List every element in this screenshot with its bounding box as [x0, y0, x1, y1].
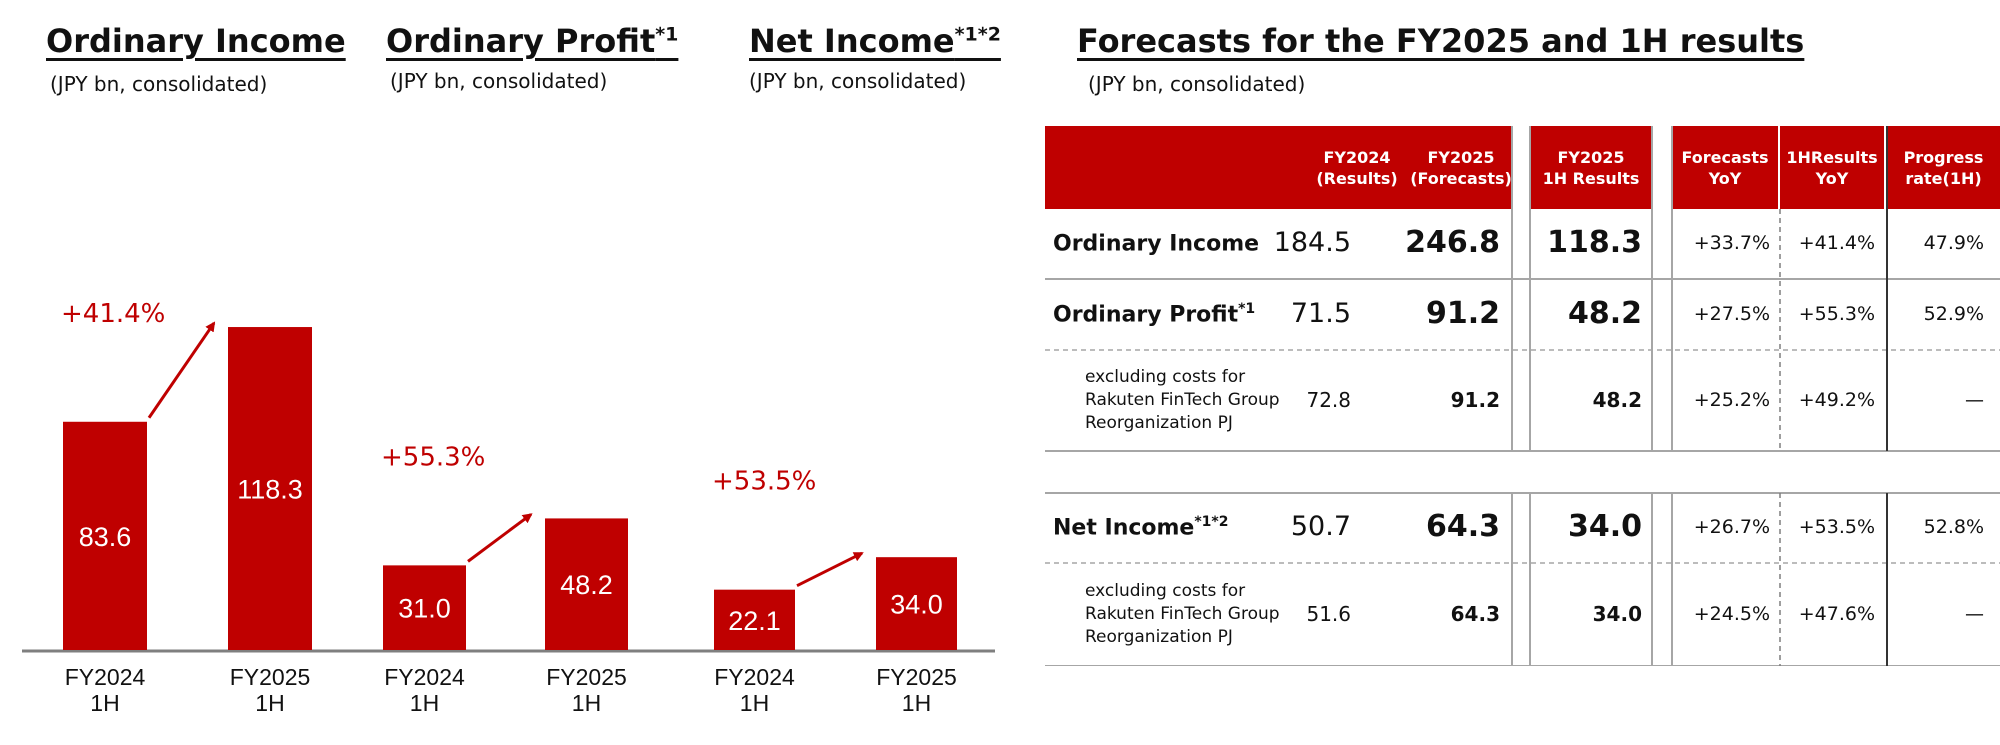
- growth-arrow-1: [467, 513, 533, 563]
- op-fy2025: 91.2: [1425, 296, 1500, 331]
- chart-title-net-income: Net Income*1*2: [749, 22, 1001, 60]
- table-grid: [1045, 126, 2000, 666]
- ni-fy2025: 64.3: [1425, 509, 1500, 544]
- oi-fy2024: 184.5: [1273, 227, 1351, 258]
- chart-unit-ordinary-profit: (JPY bn, consolidated): [390, 69, 608, 93]
- oi-1h-yoy: +41.4%: [1798, 232, 1875, 254]
- bar-value-label-1-1: 48.2: [560, 570, 613, 600]
- chart-title-ordinary-income: Ordinary Income: [46, 22, 346, 60]
- bar-2-0: [714, 589, 795, 650]
- chart-unit-ordinary-income: (JPY bn, consolidated): [50, 72, 268, 96]
- forecast-table: FY2024 (Results) FY2025 (Forecasts) FY20…: [1045, 126, 2000, 666]
- ni-1h-yoy: +53.5%: [1798, 516, 1875, 538]
- forecast-unit: (JPY bn, consolidated): [1088, 72, 1306, 96]
- growth-label-0: +41.4%: [61, 299, 165, 329]
- ni-ex-1h: 34.0: [1592, 602, 1642, 626]
- ni-fc-yoy: +26.7%: [1693, 516, 1770, 538]
- header-1h-yoy: 1HResults YoY: [1780, 126, 1884, 209]
- ni-1h: 34.0: [1567, 509, 1642, 544]
- ni-ex-fy2025: 64.3: [1450, 602, 1500, 626]
- header-progress-rate: Progress rate(1H): [1887, 126, 2000, 209]
- x-tick-label-0-0-1: 1H: [90, 690, 119, 716]
- op-1h-yoy: +55.3%: [1798, 303, 1875, 325]
- x-tick-label-1-1-0: FY2025: [546, 664, 627, 690]
- oi-progress: 47.9%: [1923, 232, 1984, 254]
- x-tick-label-0-1-1: 1H: [255, 690, 284, 716]
- row-label-net-income: Net Income*1*2: [1053, 514, 1229, 541]
- bar-value-label-2-0: 22.1: [728, 606, 781, 636]
- row-label-ordinary-income: Ordinary Income: [1053, 231, 1260, 257]
- op-ex-fy2024: 72.8: [1306, 388, 1351, 412]
- oi-fy2025: 246.8: [1405, 225, 1500, 260]
- growth-label-1: +55.3%: [381, 442, 485, 472]
- header-fy2024: FY2024 (Results): [1303, 126, 1411, 209]
- x-tick-label-0-1-0: FY2025: [230, 664, 311, 690]
- ni-ex-fc-yoy: +24.5%: [1693, 603, 1770, 625]
- chart-title-ordinary-profit: Ordinary Profit*1: [386, 22, 679, 60]
- op-fy2024: 71.5: [1290, 298, 1351, 329]
- ni-ex-progress: —: [1965, 603, 1984, 625]
- bar-1-0: [383, 565, 466, 650]
- ni-fy2024: 50.7: [1290, 511, 1351, 542]
- charts-panel: Ordinary Income (JPY bn, consolidated) O…: [22, 22, 1001, 716]
- header-fy2025: FY2025 (Forecasts): [1410, 126, 1512, 209]
- row-label-ordinary-profit: Ordinary Profit*1: [1053, 301, 1256, 328]
- op-progress: 52.9%: [1923, 303, 1984, 325]
- ni-ex-fy2024: 51.6: [1306, 602, 1351, 626]
- op-ex-fy2025: 91.2: [1450, 388, 1500, 412]
- op-ex-1h: 48.2: [1592, 388, 1642, 412]
- x-tick-label-1-0-0: FY2024: [384, 664, 465, 690]
- bar-0-1: [228, 327, 312, 650]
- oi-fc-yoy: +33.7%: [1693, 232, 1770, 254]
- op-ex-fc-yoy: +25.2%: [1693, 389, 1770, 411]
- bar-value-label-2-1: 34.0: [890, 590, 943, 620]
- x-tick-label-2-1-0: FY2025: [876, 664, 957, 690]
- growth-label-2: +53.5%: [712, 467, 816, 497]
- ni-progress: 52.8%: [1923, 516, 1984, 538]
- chart-unit-net-income: (JPY bn, consolidated): [749, 69, 967, 93]
- growth-arrow-0: [147, 321, 216, 419]
- op-ex-progress: —: [1965, 389, 1984, 411]
- x-tick-label-2-1-1: 1H: [902, 690, 931, 716]
- bar-0-0: [63, 421, 147, 650]
- header-blank-cell: [1045, 126, 1303, 209]
- row-label-op-excluding: excluding costs for Rakuten FinTech Grou…: [1085, 367, 1280, 433]
- growth-arrow-2: [796, 551, 864, 588]
- x-tick-label-1-0-1: 1H: [410, 690, 439, 716]
- bar-value-label-1-0: 31.0: [398, 594, 451, 624]
- x-tick-label-2-0-0: FY2024: [714, 664, 795, 690]
- x-tick-label-1-1-1: 1H: [572, 690, 601, 716]
- ni-ex-1h-yoy: +47.6%: [1798, 603, 1875, 625]
- op-fc-yoy: +27.5%: [1693, 303, 1770, 325]
- op-ex-1h-yoy: +49.2%: [1798, 389, 1875, 411]
- bar-charts-svg: 83.6FY20241H118.3FY20251H+41.4%31.0FY202…: [22, 299, 995, 716]
- header-forecasts-yoy: Forecasts YoY: [1672, 126, 1778, 209]
- row-label-ni-excluding: excluding costs for Rakuten FinTech Grou…: [1085, 581, 1280, 647]
- forecast-title: Forecasts for the FY2025 and 1H results: [1077, 22, 1805, 60]
- x-tick-label-2-0-1: 1H: [740, 690, 769, 716]
- bar-value-label-0-0: 83.6: [79, 522, 132, 552]
- header-1h-results: FY2025 1H Results: [1530, 126, 1652, 209]
- bar-2-1: [876, 557, 957, 650]
- bar-1-1: [545, 518, 628, 650]
- op-1h: 48.2: [1567, 296, 1642, 331]
- bar-value-label-0-1: 118.3: [237, 475, 303, 505]
- x-tick-label-0-0-0: FY2024: [65, 664, 146, 690]
- oi-1h: 118.3: [1547, 225, 1642, 260]
